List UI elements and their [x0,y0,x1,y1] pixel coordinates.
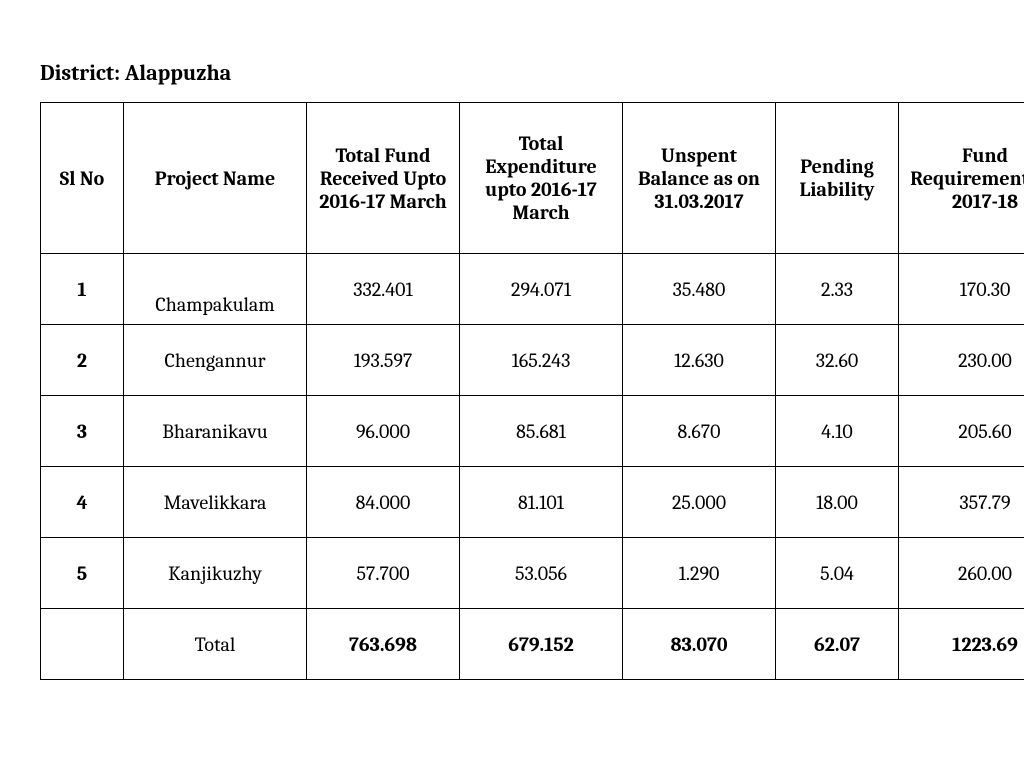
table-row: 2 Chengannur 193.597 165.243 12.630 32.6… [41,325,1024,396]
cell-total-balance: 83.070 [623,609,776,680]
cell-exp: 85.681 [460,396,623,467]
cell-total-fund: 763.698 [307,609,460,680]
cell-name: Chengannur [124,325,307,396]
cell-req: 230.00 [899,325,1024,396]
page-title: District: Alappuzha [40,60,984,86]
col-header-fund-received: Total Fund Received Upto 2016-17 March [307,103,460,254]
cell-pending: 2.33 [776,254,899,325]
cell-fund: 332.401 [307,254,460,325]
cell-balance: 35.480 [623,254,776,325]
table-row: 1 Champakulam 332.401 294.071 35.480 2.3… [41,254,1024,325]
table-row: 3 Bharanikavu 96.000 85.681 8.670 4.10 2… [41,396,1024,467]
cell-balance: 25.000 [623,467,776,538]
col-header-requirement: Fund Requirement for 2017-18 [899,103,1024,254]
col-header-balance: Unspent Balance as on 31.03.2017 [623,103,776,254]
table-row: 4 Mavelikkara 84.000 81.101 25.000 18.00… [41,467,1024,538]
cell-total-label: Total [124,609,307,680]
cell-total-req: 1223.69 [899,609,1024,680]
table-row: 5 Kanjikuzhy 57.700 53.056 1.290 5.04 26… [41,538,1024,609]
cell-balance: 8.670 [623,396,776,467]
cell-total-slno [41,609,124,680]
cell-total-exp: 679.152 [460,609,623,680]
cell-req: 357.79 [899,467,1024,538]
cell-name: Bharanikavu [124,396,307,467]
table-header-row: Sl No Project Name Total Fund Received U… [41,103,1024,254]
cell-slno: 4 [41,467,124,538]
cell-pending: 5.04 [776,538,899,609]
cell-exp: 81.101 [460,467,623,538]
col-header-project: Project Name [124,103,307,254]
cell-pending: 18.00 [776,467,899,538]
cell-req: 260.00 [899,538,1024,609]
fund-table: Sl No Project Name Total Fund Received U… [40,102,1024,680]
cell-name: Champakulam [124,254,307,325]
cell-req: 205.60 [899,396,1024,467]
cell-pending: 4.10 [776,396,899,467]
cell-slno: 1 [41,254,124,325]
cell-fund: 84.000 [307,467,460,538]
cell-fund: 193.597 [307,325,460,396]
col-header-slno: Sl No [41,103,124,254]
col-header-pending: Pending Liability [776,103,899,254]
cell-name: Mavelikkara [124,467,307,538]
table-total-row: Total 763.698 679.152 83.070 62.07 1223.… [41,609,1024,680]
cell-balance: 1.290 [623,538,776,609]
cell-pending: 32.60 [776,325,899,396]
cell-exp: 294.071 [460,254,623,325]
cell-fund: 57.700 [307,538,460,609]
col-header-expenditure: Total Expenditure upto 2016-17 March [460,103,623,254]
cell-name: Kanjikuzhy [124,538,307,609]
cell-slno: 3 [41,396,124,467]
cell-exp: 53.056 [460,538,623,609]
cell-slno: 5 [41,538,124,609]
cell-balance: 12.630 [623,325,776,396]
cell-req: 170.30 [899,254,1024,325]
cell-exp: 165.243 [460,325,623,396]
cell-slno: 2 [41,325,124,396]
cell-total-pending: 62.07 [776,609,899,680]
cell-fund: 96.000 [307,396,460,467]
